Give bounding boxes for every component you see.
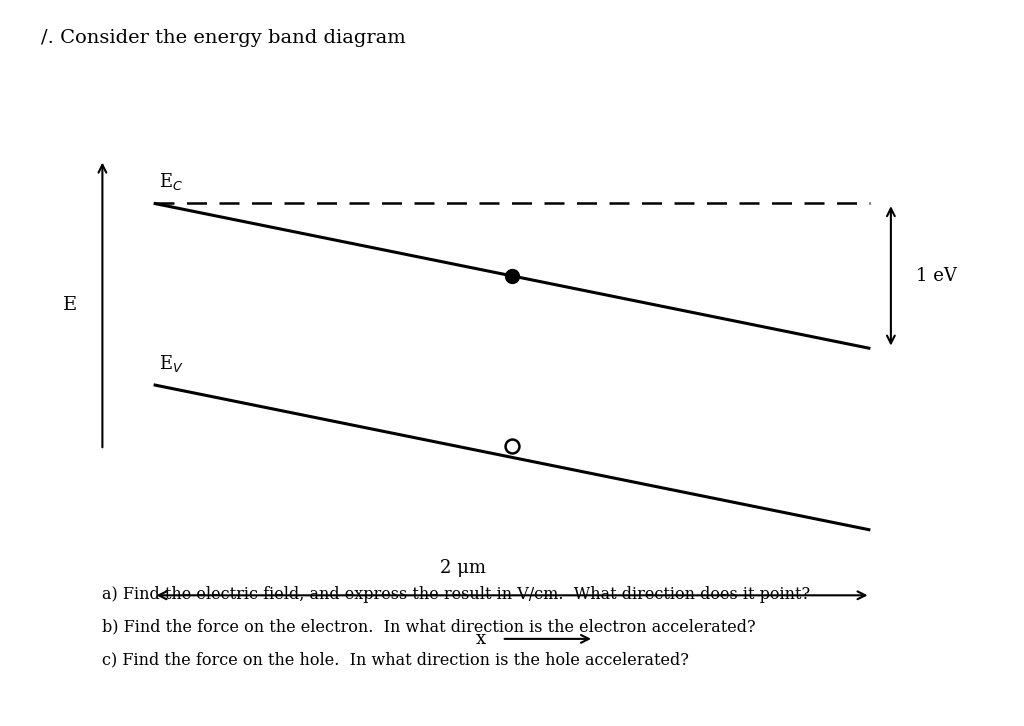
Text: E$_C$: E$_C$: [159, 171, 183, 192]
Text: c) Find the force on the hole.  In what direction is the hole accelerated?: c) Find the force on the hole. In what d…: [102, 651, 689, 668]
Text: a) Find the electric field, and express the result in V/cm.  What direction does: a) Find the electric field, and express …: [102, 586, 811, 603]
Text: E$_V$: E$_V$: [159, 353, 183, 374]
Text: /. Consider the energy band diagram: /. Consider the energy band diagram: [41, 29, 406, 47]
Text: 1 eV: 1 eV: [916, 267, 957, 285]
Text: b) Find the force on the electron.  In what direction is the electron accelerate: b) Find the force on the electron. In wh…: [102, 619, 756, 635]
Text: E: E: [62, 296, 77, 314]
Text: x: x: [476, 630, 486, 648]
Text: 2 μm: 2 μm: [440, 559, 486, 577]
